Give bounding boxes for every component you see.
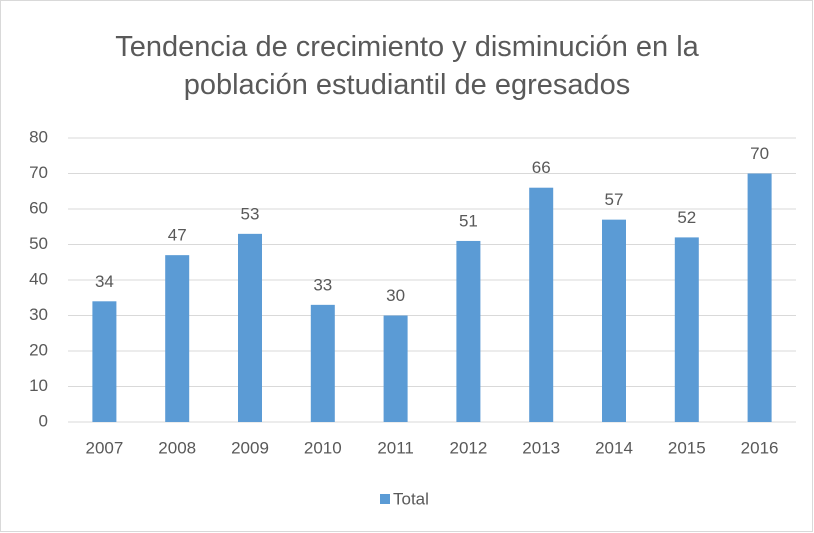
data-label: 66 [532,158,551,177]
legend-label: Total [393,489,429,508]
data-label: 53 [241,204,260,223]
y-tick-label: 70 [29,163,48,182]
bar [238,233,262,422]
data-label: 34 [95,272,114,291]
y-tick-label: 20 [29,340,48,359]
x-tick-label: 2014 [595,438,633,457]
bar [747,173,772,422]
y-tick-label: 80 [29,127,48,146]
bar [165,255,190,422]
bar [310,304,335,422]
x-tick-label: 2012 [449,438,487,457]
x-tick-label: 2013 [522,438,560,457]
y-tick-label: 0 [39,411,48,430]
data-label: 70 [750,144,769,163]
x-tick-label: 2011 [377,438,414,457]
bar [383,315,408,422]
x-tick-label: 2008 [158,438,196,457]
legend-swatch [380,494,390,504]
y-tick-label: 40 [29,269,48,288]
bar [674,237,699,422]
bar [92,301,117,422]
y-tick-label: 30 [29,305,48,324]
data-label: 33 [313,275,332,294]
bar [602,219,626,422]
data-label: 52 [677,208,696,227]
bar [456,240,481,422]
x-tick-label: 2015 [668,438,706,457]
data-label: 51 [459,211,478,230]
data-label: 47 [168,226,187,245]
y-tick-label: 60 [29,198,48,217]
y-tick-label: 50 [29,234,48,253]
x-tick-label: 2009 [231,438,269,457]
data-label: 57 [605,190,624,209]
x-tick-label: 2007 [85,438,123,457]
x-tick-label: 2010 [304,438,342,457]
bar [529,187,554,422]
y-tick-label: 10 [29,376,48,395]
chart-title: Tendencia de crecimiento y disminución e… [115,31,699,101]
x-tick-label: 2016 [741,438,779,457]
data-label: 30 [386,286,405,305]
